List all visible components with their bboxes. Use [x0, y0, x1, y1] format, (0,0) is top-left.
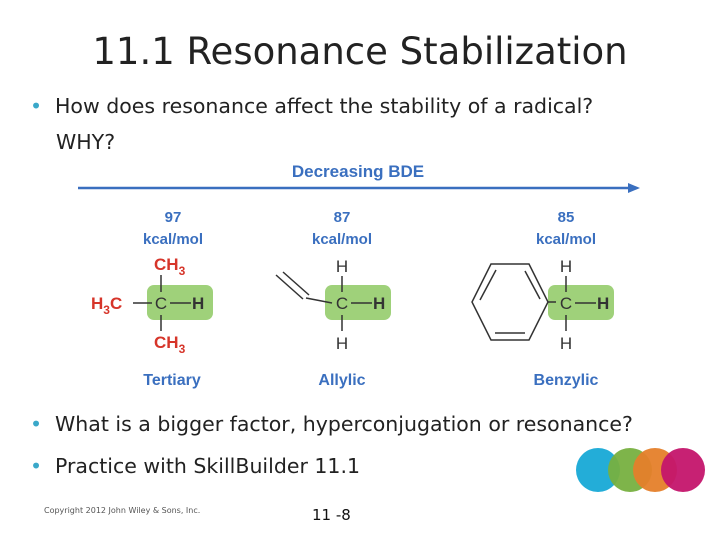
methyl-group: CH3 [154, 333, 186, 356]
bullet-marker: • [30, 454, 43, 478]
hydrogen-atom: H [373, 294, 385, 313]
radical-type-label: Tertiary [143, 372, 201, 389]
decorative-circles [576, 448, 705, 492]
hydrogen-atom: H [192, 294, 204, 313]
carbon-atom: C [155, 294, 167, 313]
hydrogen-atom: H [560, 257, 572, 276]
radical-type-label: Allylic [318, 372, 365, 389]
bde-unit: kcal/mol [536, 231, 596, 248]
carbon-atom: C [336, 294, 348, 313]
page-number: 11 -8 [312, 506, 351, 524]
hydrogen-atom: H [336, 334, 348, 353]
bullet-marker: • [30, 412, 43, 436]
aromatic-bond [479, 269, 497, 301]
carbon-atom: C [560, 294, 572, 313]
double-bond [275, 274, 304, 300]
bullet-text: How does resonance affect the stability … [55, 94, 594, 118]
bullet-item: • What is a bigger factor, hyperconjugati… [30, 412, 633, 436]
methyl-group: H3C [91, 294, 122, 317]
decor-circle [661, 448, 705, 492]
bde-unit: kcal/mol [143, 231, 203, 248]
hydrogen-atom: H [336, 257, 348, 276]
allylic-molecule: H C H H [275, 257, 385, 353]
hydrogen-atom: H [560, 334, 572, 353]
hydrogen-atom: H [597, 294, 609, 313]
bde-value: 97 [165, 209, 182, 226]
radical-type-label: Benzylic [534, 372, 599, 389]
bde-arrowhead [628, 183, 640, 193]
bullet-continuation: WHY? [56, 130, 116, 154]
copyright-text: Copyright 2012 John Wiley & Sons, Inc. [44, 506, 201, 515]
tertiary-molecule: CH3 H3C C H CH3 [91, 255, 204, 356]
slide-title: 11.1 Resonance Stabilization [92, 30, 628, 73]
aromatic-bond [524, 270, 541, 300]
bond [305, 297, 333, 304]
arrow-label: Decreasing BDE [292, 162, 424, 181]
bde-value: 85 [558, 209, 575, 226]
double-bond [282, 271, 310, 296]
bullet-marker: • [30, 94, 43, 118]
bullet-text: What is a bigger factor, hyperconjugatio… [55, 412, 633, 436]
methyl-group: CH3 [154, 255, 186, 278]
benzylic-molecule: H C H H [471, 257, 609, 353]
bde-unit: kcal/mol [312, 231, 372, 248]
bullet-text: Practice with SkillBuilder 11.1 [55, 454, 361, 478]
bullet-item: • Practice with SkillBuilder 11.1 [30, 454, 360, 478]
bullet-item: • How does resonance affect the stability… [30, 94, 593, 118]
decor-circle [576, 448, 620, 492]
benzene-ring [471, 263, 549, 341]
bde-value: 87 [334, 209, 351, 226]
